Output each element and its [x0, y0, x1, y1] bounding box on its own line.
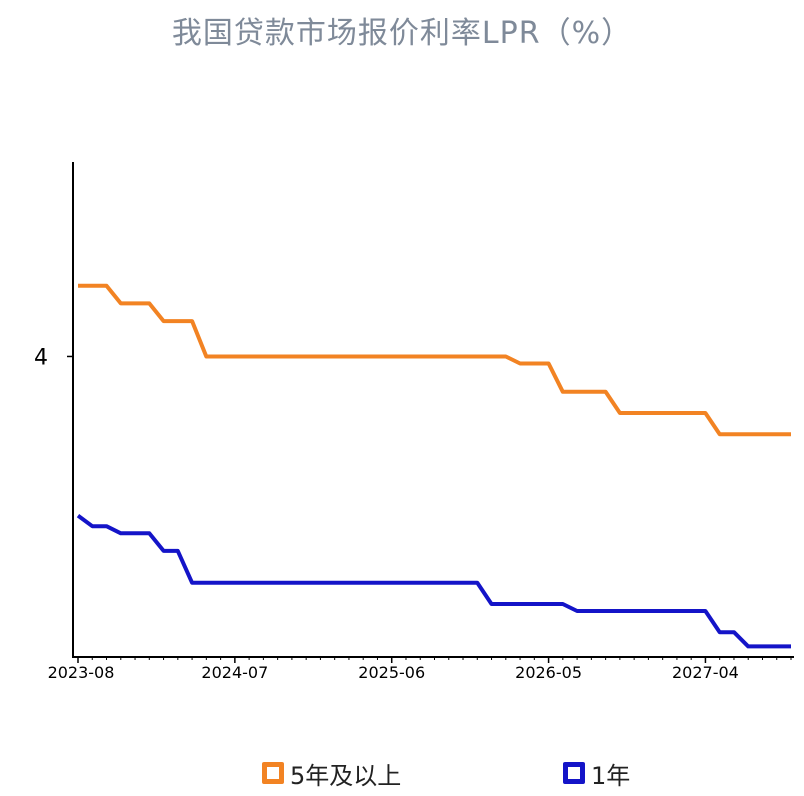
x-tick-label: 2023-08 — [48, 663, 115, 682]
chart-title: 我国贷款市场报价利率LPR（%） — [171, 16, 633, 51]
legend-swatch-1y — [563, 762, 585, 784]
lpr-line-chart: 2023-08 2024-07 2025-06 2026-05 2027-04 4 — [34, 162, 794, 682]
series-line-5y — [78, 283, 791, 437]
series-line-1y — [76, 513, 791, 649]
legend-item-1y[interactable]: 1年 — [563, 758, 631, 790]
x-tick-label: 2025-06 — [358, 663, 425, 682]
x-tick-label: 2024-07 — [201, 663, 268, 682]
legend-swatch-5y — [262, 762, 284, 784]
x-tick-label: 2026-05 — [515, 663, 582, 682]
legend-label-1y: 1年 — [591, 761, 631, 790]
legend-item-5y[interactable]: 5年及以上 — [262, 758, 402, 790]
x-tick-label: 2027-04 — [672, 663, 739, 682]
legend-label-5y: 5年及以上 — [290, 761, 402, 790]
y-tick-label: 4 — [34, 345, 48, 370]
